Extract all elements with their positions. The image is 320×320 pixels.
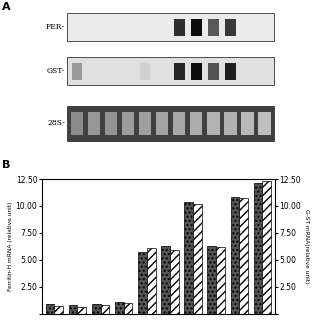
Bar (174, 19, 185, 36)
Bar (225, 62, 236, 79)
Bar (140, 62, 150, 79)
Bar (170, 250, 179, 314)
Bar (67, 57, 274, 85)
Text: GST-: GST- (47, 67, 65, 75)
Bar (124, 303, 132, 314)
Bar (208, 19, 219, 36)
Bar (67, 13, 274, 41)
Bar (225, 19, 236, 36)
Bar (239, 198, 248, 314)
Bar (67, 106, 274, 141)
Y-axis label: G-ST mRNA(relative unit): G-ST mRNA(relative unit) (304, 209, 309, 284)
Bar (184, 202, 193, 314)
Bar (71, 112, 83, 135)
Bar (156, 112, 168, 135)
Bar (92, 304, 100, 314)
Bar (174, 62, 185, 79)
Bar (193, 204, 202, 314)
Bar (147, 248, 156, 314)
Text: A: A (2, 2, 10, 12)
Bar (216, 247, 225, 314)
Bar (191, 62, 202, 79)
Bar (262, 181, 271, 314)
Bar (241, 112, 254, 135)
Bar (72, 62, 82, 79)
Text: 28S-: 28S- (47, 119, 65, 127)
Bar (161, 246, 170, 314)
Y-axis label: Ferritin-H mRNA (relative unit): Ferritin-H mRNA (relative unit) (8, 202, 13, 291)
Bar (254, 183, 262, 314)
Bar (77, 307, 86, 314)
Bar (138, 252, 147, 314)
Bar (54, 306, 63, 314)
Bar (173, 112, 186, 135)
Bar (122, 112, 134, 135)
Bar (115, 302, 124, 314)
Bar (45, 304, 54, 314)
Bar (139, 112, 151, 135)
Bar (231, 197, 239, 314)
Bar (190, 112, 203, 135)
Bar (207, 112, 220, 135)
Bar (88, 112, 100, 135)
Bar (224, 112, 236, 135)
Bar (105, 112, 117, 135)
Bar (100, 305, 109, 314)
Text: FER-: FER- (46, 23, 65, 31)
Bar (207, 246, 216, 314)
Bar (69, 305, 77, 314)
Bar (191, 19, 202, 36)
Bar (208, 62, 219, 79)
Text: B: B (2, 160, 10, 170)
Bar (259, 112, 271, 135)
